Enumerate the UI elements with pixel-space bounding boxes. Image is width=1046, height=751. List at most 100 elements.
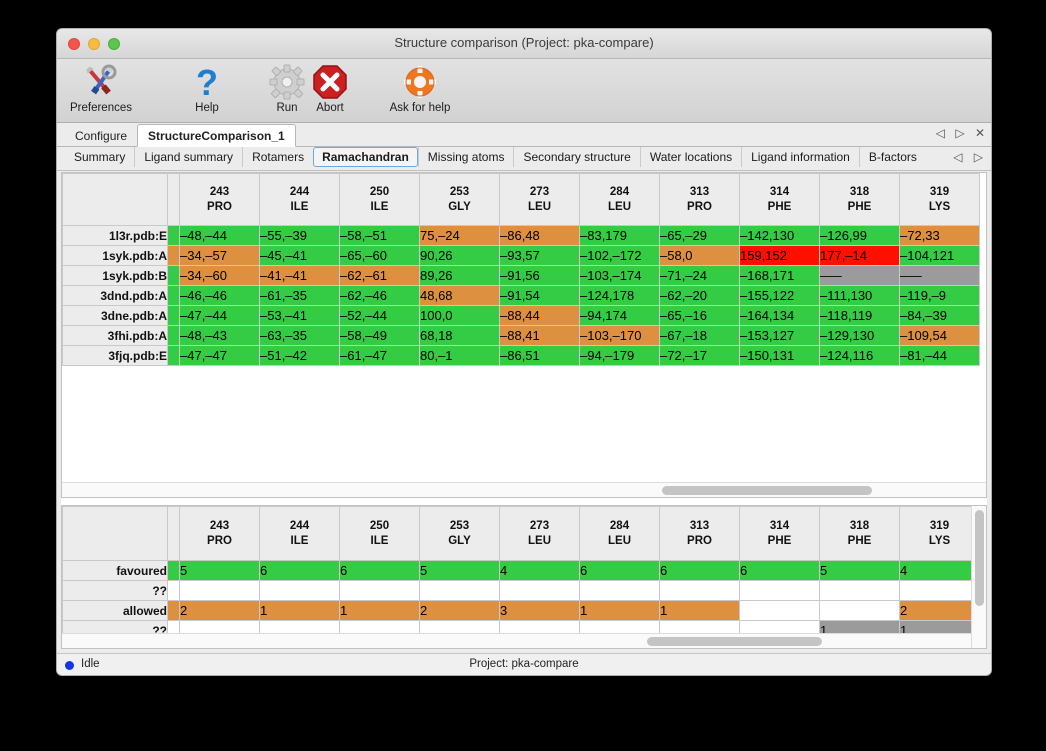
table-row[interactable]: allowed 2 1 1 2 3 1 1 2 [62,600,980,621]
data-cell[interactable]: 6 [259,560,340,581]
data-cell[interactable]: 5 [819,560,900,581]
column-header-243-pro[interactable]: 243 PRO [179,173,260,226]
prev-section-arrow-icon[interactable]: ◁ [953,150,963,164]
table-row[interactable]: 1syk.pdb:A –34,–57 –45,–41 –65,–60 90,26 –93,… [62,245,980,266]
data-cell[interactable]: 2 [419,600,500,621]
table-row[interactable]: ?? [62,580,980,601]
column-header-284-leu[interactable]: 284 LEU [579,173,660,226]
tab-ligand-summary[interactable]: Ligand summary [134,147,242,167]
data-cell[interactable]: –119,–9 [899,285,980,306]
abort-button[interactable]: Abort [292,63,368,114]
data-cell[interactable]: –34,–60 [179,265,260,286]
tab-ramachandran[interactable]: Ramachandran [313,147,418,167]
data-cell[interactable]: –142,130 [739,225,820,246]
data-cell[interactable]: –94,–179 [579,345,660,366]
data-cell[interactable]: –94,174 [579,305,660,326]
bottom-horizontal-scrollbar[interactable] [62,633,971,648]
data-cell[interactable]: 4 [499,560,580,581]
prev-tab-arrow-icon[interactable]: ◁ [935,126,946,140]
data-cell[interactable] [259,580,340,601]
column-header-318-phe[interactable]: 318 PHE [819,173,900,226]
data-cell[interactable]: –86,51 [499,345,580,366]
tab-rotamers[interactable]: Rotamers [242,147,313,167]
column-header-313-pro[interactable]: 313 PRO [659,506,740,561]
data-cell[interactable]: –61,–35 [259,285,340,306]
close-window-button[interactable] [68,38,80,50]
data-cell[interactable]: –47,–47 [179,345,260,366]
data-cell[interactable]: –118,119 [819,305,900,326]
data-cell[interactable]: 4 [899,560,980,581]
data-cell[interactable] [339,580,420,601]
data-cell[interactable]: –91,56 [499,265,580,286]
table-row[interactable]: 3dne.pdb:A –47,–44 –53,–41 –52,–44 100,0 –88,… [62,305,980,326]
data-cell[interactable]: –126,99 [819,225,900,246]
data-cell[interactable]: –51,–42 [259,345,340,366]
data-cell[interactable]: –55,–39 [259,225,340,246]
table-row[interactable]: 1syk.pdb:B –34,–60 –41,–41 –62,–61 89,26 –91,… [62,265,980,286]
column-header-253-gly[interactable]: 253 GLY [419,506,500,561]
data-cell[interactable]: –53,–41 [259,305,340,326]
close-tab-x-icon[interactable]: ✕ [974,126,985,140]
table-row[interactable]: 3fjq.pdb:E –47,–47 –51,–42 –61,–47 80,–1 –86,… [62,345,980,366]
data-cell[interactable]: –153,127 [739,325,820,346]
column-header-250-ile[interactable]: 250 ILE [339,173,420,226]
bottom-vscroll-thumb[interactable] [975,510,984,606]
data-cell[interactable]: –46,–46 [179,285,260,306]
tab-b-factors[interactable]: B-factors [858,147,926,167]
data-cell[interactable]: –86,48 [499,225,580,246]
data-cell[interactable]: 5 [419,560,500,581]
column-header-319-lys[interactable]: 319 LYS [899,173,980,226]
data-cell[interactable]: –58,–49 [339,325,420,346]
next-tab-arrow-icon[interactable]: ▷ [955,126,965,140]
column-header-318-phe[interactable]: 318 PHE [819,506,900,561]
data-cell[interactable]: –83,179 [579,225,660,246]
maximize-window-button[interactable] [108,38,120,50]
data-cell[interactable]: 177,–14 [819,245,900,266]
table-row[interactable]: favoured 5 6 6 5 4 6 6 6 5 4 [62,560,980,581]
column-header-244-ile[interactable]: 244 ILE [259,173,340,226]
preferences-button[interactable]: Preferences [63,63,139,114]
data-cell[interactable]: –47,–44 [179,305,260,326]
data-cell[interactable]: –103,–174 [579,265,660,286]
column-header-273-leu[interactable]: 273 LEU [499,506,580,561]
data-cell[interactable]: ––– [899,265,980,286]
tab-missing-atoms[interactable]: Missing atoms [417,147,514,167]
data-cell[interactable]: 100,0 [419,305,500,326]
data-cell[interactable]: –168,171 [739,265,820,286]
data-cell[interactable]: –124,178 [579,285,660,306]
tab-structurecomparison-1[interactable]: StructureComparison_1 [137,124,296,147]
tab-summary[interactable]: Summary [74,150,126,164]
data-cell[interactable]: –65,–60 [339,245,420,266]
data-cell[interactable] [179,580,260,601]
bottom-hscroll-thumb[interactable] [647,637,822,646]
table-row[interactable]: 1l3r.pdb:E –48,–44 –55,–39 –58,–51 75,–24 –86… [62,225,980,246]
data-cell[interactable]: –65,–29 [659,225,740,246]
data-cell[interactable] [419,580,500,601]
data-cell[interactable]: –61,–47 [339,345,420,366]
column-header-319-lys[interactable]: 319 LYS [899,506,980,561]
data-cell[interactable]: –164,134 [739,305,820,326]
data-cell[interactable]: 48,68 [419,285,500,306]
run-button[interactable]: Run [249,63,325,114]
data-cell[interactable]: –109,54 [899,325,980,346]
data-cell[interactable]: 1 [659,600,740,621]
data-cell[interactable]: –102,–172 [579,245,660,266]
data-cell[interactable]: 6 [659,560,740,581]
ask-for-help-button[interactable]: Ask for help [382,63,458,114]
minimize-window-button[interactable] [88,38,100,50]
data-cell[interactable] [819,600,900,621]
data-cell[interactable]: 80,–1 [419,345,500,366]
data-cell[interactable]: –62,–20 [659,285,740,306]
data-cell[interactable]: –155,122 [739,285,820,306]
top-horizontal-scrollbar[interactable] [62,482,986,497]
data-cell[interactable]: –104,121 [899,245,980,266]
column-header-284-leu[interactable]: 284 LEU [579,506,660,561]
data-cell[interactable]: –111,130 [819,285,900,306]
column-header-314-phe[interactable]: 314 PHE [739,506,820,561]
column-header-253-gly[interactable]: 253 GLY [419,173,500,226]
column-header-314-phe[interactable]: 314 PHE [739,173,820,226]
data-cell[interactable]: –65,–16 [659,305,740,326]
data-cell[interactable]: 2 [899,600,980,621]
data-cell[interactable]: –103,–170 [579,325,660,346]
table-row[interactable]: 3dnd.pdb:A –46,–46 –61,–35 –62,–46 48,68 –91,… [62,285,980,306]
